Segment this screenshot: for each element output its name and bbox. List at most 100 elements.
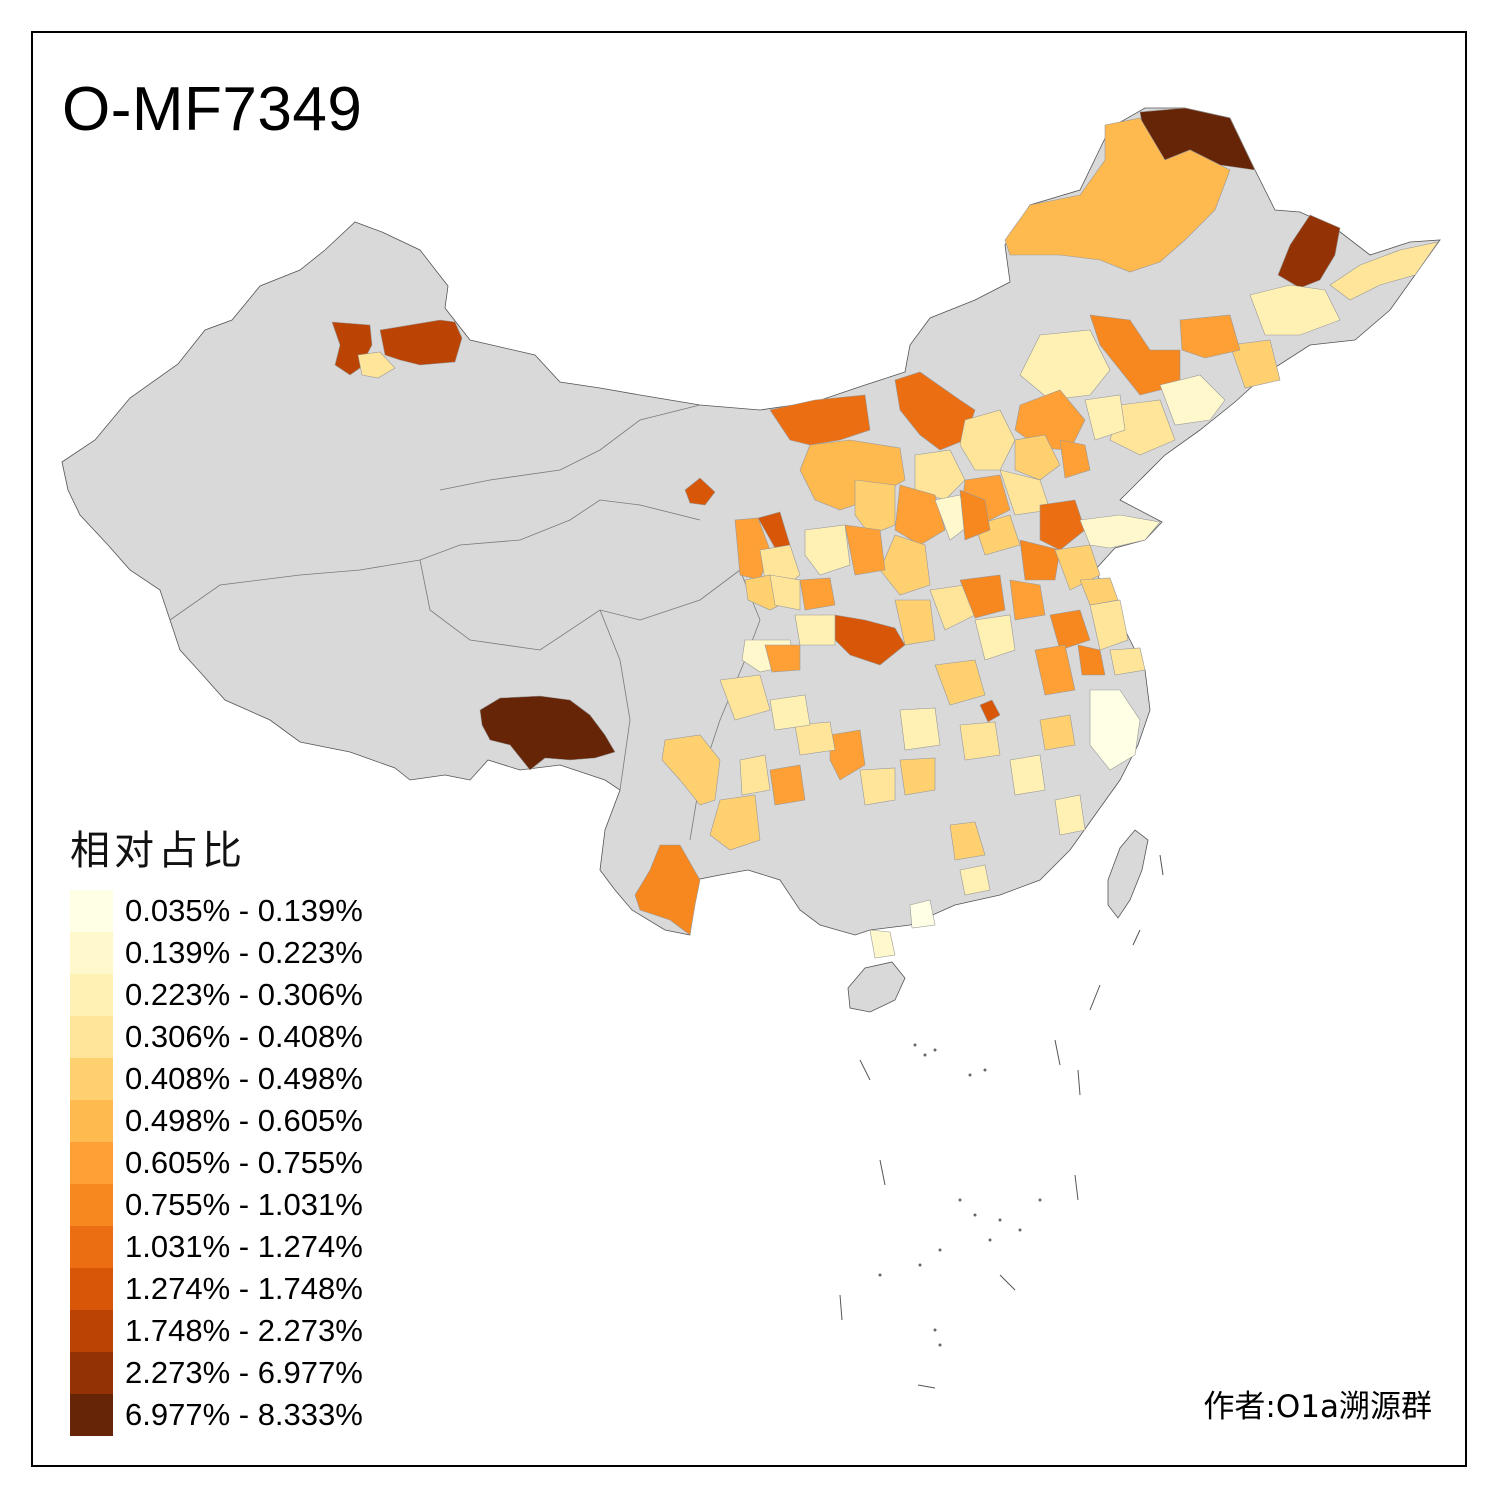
region-yanan bbox=[844, 524, 886, 576]
legend-item: 2.273% - 6.977% bbox=[70, 1352, 363, 1394]
region-jiamusi bbox=[1329, 241, 1439, 301]
legend-label: 0.408% - 0.498% bbox=[125, 1061, 363, 1096]
region-jiangsu-b bbox=[1077, 644, 1106, 676]
legend-swatch bbox=[70, 1016, 113, 1058]
region-hunan-b bbox=[859, 767, 896, 806]
region-karamay bbox=[357, 351, 396, 379]
region-gansu-b bbox=[769, 574, 801, 611]
region-shanxi-a bbox=[894, 484, 946, 546]
south-sea-islands bbox=[839, 854, 1164, 1389]
legend-label: 2.273% - 6.977% bbox=[125, 1355, 363, 1390]
region-liaoning-c bbox=[1084, 394, 1126, 441]
region-hubei-a bbox=[934, 659, 986, 706]
region-jiangsu-a bbox=[1079, 577, 1119, 606]
region-sichuan-c bbox=[661, 734, 721, 806]
region-anhui-b bbox=[1034, 644, 1076, 696]
region-hubei-c bbox=[959, 721, 1001, 761]
region-zhejiang bbox=[1089, 689, 1141, 771]
legend-label: 0.755% - 1.031% bbox=[125, 1187, 363, 1222]
region-shandong-d bbox=[1054, 544, 1101, 591]
region-zhanjiang bbox=[869, 929, 896, 959]
region-shaanxi-a bbox=[804, 524, 851, 576]
legend-item: 1.274% - 1.748% bbox=[70, 1268, 363, 1310]
region-sichuan-e bbox=[739, 754, 771, 796]
region-guangdong-a bbox=[959, 864, 991, 896]
region-tangshan bbox=[1059, 439, 1091, 479]
legend-swatch bbox=[70, 932, 113, 974]
legend-swatch bbox=[70, 974, 113, 1016]
region-hunan-a bbox=[899, 757, 936, 796]
legend-item: 0.755% - 1.031% bbox=[70, 1184, 363, 1226]
legend-item: 0.306% - 0.408% bbox=[70, 1016, 363, 1058]
region-wuhai bbox=[684, 477, 716, 506]
map-frame bbox=[31, 31, 1467, 1467]
region-shandong-c bbox=[1079, 514, 1161, 549]
legend-label: 0.139% - 0.223% bbox=[125, 935, 363, 970]
legend-swatch bbox=[70, 890, 113, 932]
region-henan-b bbox=[959, 574, 1006, 619]
legend-item: 0.035% - 0.139% bbox=[70, 890, 363, 932]
region-datong bbox=[914, 449, 966, 501]
prefecture-fills bbox=[331, 107, 1439, 959]
legend-item: 0.223% - 0.306% bbox=[70, 974, 363, 1016]
legend-swatch bbox=[70, 1142, 113, 1184]
region-changchun bbox=[1179, 314, 1241, 359]
region-chongqing-a bbox=[829, 729, 866, 781]
legend-label: 6.977% - 8.333% bbox=[125, 1397, 363, 1432]
region-xishuangbanna bbox=[634, 844, 701, 936]
region-shandong-b bbox=[1019, 539, 1061, 581]
region-sichuan-a bbox=[719, 674, 771, 721]
legend-item: 0.605% - 0.755% bbox=[70, 1142, 363, 1184]
region-baoji bbox=[794, 614, 836, 646]
legend-label: 1.031% - 1.274% bbox=[125, 1229, 363, 1264]
region-sichuan-d bbox=[769, 764, 806, 806]
legend-swatch bbox=[70, 1352, 113, 1394]
legend-label: 1.274% - 1.748% bbox=[125, 1271, 363, 1306]
legend-label: 0.498% - 0.605% bbox=[125, 1103, 363, 1138]
legend-item: 1.748% - 2.273% bbox=[70, 1310, 363, 1352]
legend-item: 0.498% - 0.605% bbox=[70, 1100, 363, 1142]
legend-swatch bbox=[70, 1058, 113, 1100]
map-title: O-MF7349 bbox=[62, 75, 363, 144]
legend-label: 0.605% - 0.755% bbox=[125, 1145, 363, 1180]
region-chongqing-b bbox=[794, 721, 836, 756]
taiwan-island bbox=[1107, 829, 1149, 919]
legend-swatch bbox=[70, 1310, 113, 1352]
legend-items: 0.035% - 0.139% 0.139% - 0.223% 0.223% - 0… bbox=[70, 890, 363, 1436]
region-hulunbuir bbox=[1004, 117, 1231, 273]
region-tacheng bbox=[379, 319, 463, 366]
legend-label: 0.306% - 0.408% bbox=[125, 1019, 363, 1054]
region-beijing bbox=[1014, 434, 1061, 481]
region-harbin bbox=[1249, 284, 1341, 336]
region-jiangxi bbox=[1009, 754, 1046, 796]
legend-item: 1.031% - 1.274% bbox=[70, 1226, 363, 1268]
region-henan-e bbox=[1009, 579, 1046, 621]
hainan-island bbox=[847, 961, 906, 1013]
region-henan-c bbox=[894, 599, 936, 646]
region-sichuan-b bbox=[769, 694, 811, 731]
legend-item: 6.977% - 8.333% bbox=[70, 1394, 363, 1436]
islet-dots bbox=[878, 1043, 1042, 1347]
region-guangdong-b bbox=[909, 899, 936, 929]
region-guizhou-b bbox=[949, 821, 986, 861]
legend-swatch bbox=[70, 1184, 113, 1226]
legend-label: 1.748% - 2.273% bbox=[125, 1313, 363, 1348]
legend-item: 0.408% - 0.498% bbox=[70, 1058, 363, 1100]
region-shigatse bbox=[479, 695, 616, 771]
legend-swatch bbox=[70, 1268, 113, 1310]
region-shaanxi-b bbox=[799, 577, 836, 611]
region-anhui-a bbox=[1049, 609, 1091, 651]
legend-label: 0.035% - 0.139% bbox=[125, 893, 363, 928]
region-jiangxi-b bbox=[1039, 714, 1076, 751]
legend-swatch bbox=[70, 1394, 113, 1436]
region-fujian bbox=[1054, 794, 1086, 836]
region-sichuan-nw bbox=[764, 644, 801, 673]
legend-title: 相对占比 bbox=[70, 828, 246, 874]
region-xian bbox=[834, 614, 906, 666]
legend-swatch bbox=[70, 1226, 113, 1268]
region-alxa bbox=[769, 394, 871, 446]
legend-label: 0.223% - 0.306% bbox=[125, 977, 363, 1012]
region-hubei-b bbox=[899, 707, 941, 751]
region-guizhou-a bbox=[709, 794, 761, 851]
